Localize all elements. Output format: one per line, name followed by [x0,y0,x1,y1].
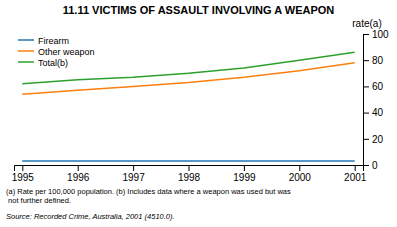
legend-item: Other weapon [18,47,95,57]
legend-item: Total(b) [18,58,68,68]
x-tick-mark [133,165,134,171]
x-axis: 1995 1996 1997 1998 1999 2000 2001 [12,165,367,183]
x-tick-label: 1995 [12,172,35,183]
legend-swatch [18,50,34,52]
y-tick: 100 [363,29,389,40]
y-tick-label: 40 [372,107,384,118]
x-tick-label: 2001 [344,172,367,183]
y-tick-mark [363,86,369,87]
y-tick-mark [363,139,369,140]
x-tick: 2001 [344,165,367,183]
legend-swatch [18,61,34,63]
y-tick: 80 [363,55,384,66]
x-tick: 1995 [12,165,35,183]
y-tick-mark [363,165,369,166]
y-tick-label: 0 [372,160,378,171]
lines [22,52,354,161]
footnote: (a) Rate per 100,000 population. (b) Inc… [6,187,291,205]
x-axis-line [15,166,364,172]
x-tick: 1998 [178,165,201,183]
legend: FirearmOther weaponTotal(b) [18,36,95,68]
source: Source: Recorded Crime, Australia, 2001 … [6,212,175,221]
legend-item: Firearm [18,36,69,46]
y-tick: 0 [363,160,378,171]
y-tick-label: 20 [372,134,384,145]
y-tick-mark [363,113,369,114]
series-line [22,52,354,83]
legend-label: Total(b) [38,58,68,68]
legend-label: Firearm [38,36,69,46]
y-tick-label: 60 [372,81,384,92]
legend-swatch [18,39,34,41]
x-tick-label: 1997 [122,172,145,183]
y-axis: 0 20 40 60 80 100 [363,29,389,171]
y-tick-mark [363,34,369,35]
x-tick-mark [299,165,300,171]
legend-label: Other weapon [38,47,95,57]
footnote-line: (a) Rate per 100,000 population. (b) Inc… [6,187,291,196]
y-tick: 40 [363,107,384,118]
footnote-line: not further defined. [6,196,71,205]
y-tick: 60 [363,81,384,92]
x-tick-mark [22,165,23,171]
x-tick-mark [189,165,190,171]
x-tick: 1999 [233,165,256,183]
chart: 11.11 VICTIMS OF ASSAULT INVOLVING A WEA… [0,0,397,227]
y-tick-mark [363,60,369,61]
x-tick-label: 1996 [67,172,90,183]
x-tick-label: 2000 [289,172,312,183]
x-tick-mark [78,165,79,171]
y-tick-label: 100 [372,29,389,40]
series-line [22,63,354,94]
y-axis-line [364,35,370,166]
y-axis-label: rate(a) [352,18,381,29]
series-line [22,160,354,162]
x-tick: 1997 [122,165,145,183]
plot: 1995 1996 1997 1998 1999 2000 2001 0 20 40 60 80 100… [12,18,389,183]
y-tick-label: 80 [372,55,384,66]
x-tick: 1996 [67,165,90,183]
x-tick-mark [355,165,356,171]
y-tick: 20 [363,134,384,145]
x-tick: 2000 [289,165,312,183]
x-tick-label: 1998 [178,172,201,183]
title: 11.11 VICTIMS OF ASSAULT INVOLVING A WEA… [63,4,335,16]
x-tick-mark [244,165,245,171]
x-tick-label: 1999 [233,172,256,183]
